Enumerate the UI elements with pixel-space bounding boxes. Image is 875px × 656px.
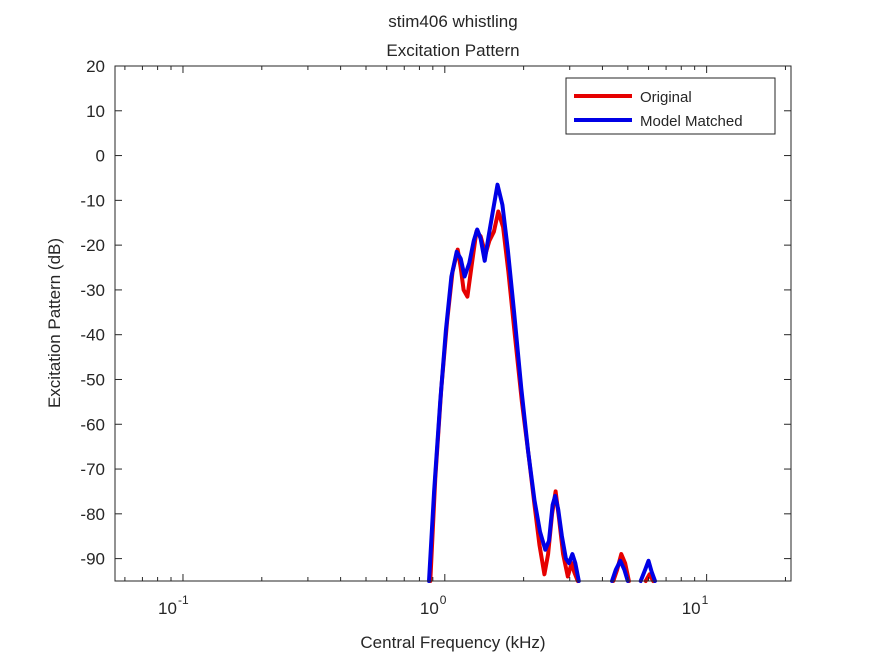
x-tick-label-base: 10	[420, 599, 439, 618]
plot-area	[115, 66, 791, 581]
chart-subtitle: Excitation Pattern	[386, 41, 519, 60]
legend: Original Model Matched	[565, 77, 776, 135]
x-tick-label: 10 -1	[158, 593, 189, 618]
x-tick-label-exponent: 0	[440, 593, 447, 607]
y-tick-label: 10	[86, 102, 105, 121]
legend-label-original: Original	[640, 89, 692, 106]
axes-layer	[114, 65, 792, 582]
chart-title: stim406 whistling	[388, 12, 517, 31]
y-tick-label: -30	[80, 281, 105, 300]
series-layer	[427, 182, 657, 583]
y-tick-label: -40	[80, 326, 105, 345]
y-tick-label: -50	[80, 370, 105, 389]
series-line-model-matched-4	[610, 558, 630, 583]
series-line-model-matched-3	[427, 182, 581, 583]
x-tick-label-base: 10	[682, 599, 701, 618]
x-tick-label: 10 1	[682, 593, 709, 618]
series-line-original-2	[643, 572, 656, 583]
y-tick-label: -80	[80, 505, 105, 524]
y-tick-label: -90	[80, 550, 105, 569]
y-axis-label: Excitation Pattern (dB)	[45, 238, 64, 408]
legend-box	[565, 77, 776, 135]
x-tick-label-exponent: -1	[178, 593, 189, 607]
y-tick-label: 20	[86, 57, 105, 76]
legend-label-model-matched: Model Matched	[640, 113, 743, 130]
x-tick-label-exponent: 1	[702, 593, 709, 607]
y-tick-label: -70	[80, 460, 105, 479]
y-tick-label: 0	[96, 147, 105, 166]
axes-frame	[114, 65, 792, 582]
y-tick-label: -60	[80, 415, 105, 434]
x-axis-label: Central Frequency (kHz)	[360, 633, 545, 652]
y-tick-label: -20	[80, 236, 105, 255]
y-tick-label: -10	[80, 191, 105, 210]
series-line-model-matched-5	[638, 558, 657, 583]
x-tick-label-base: 10	[158, 599, 177, 618]
x-tick-label: 10 0	[420, 593, 447, 618]
